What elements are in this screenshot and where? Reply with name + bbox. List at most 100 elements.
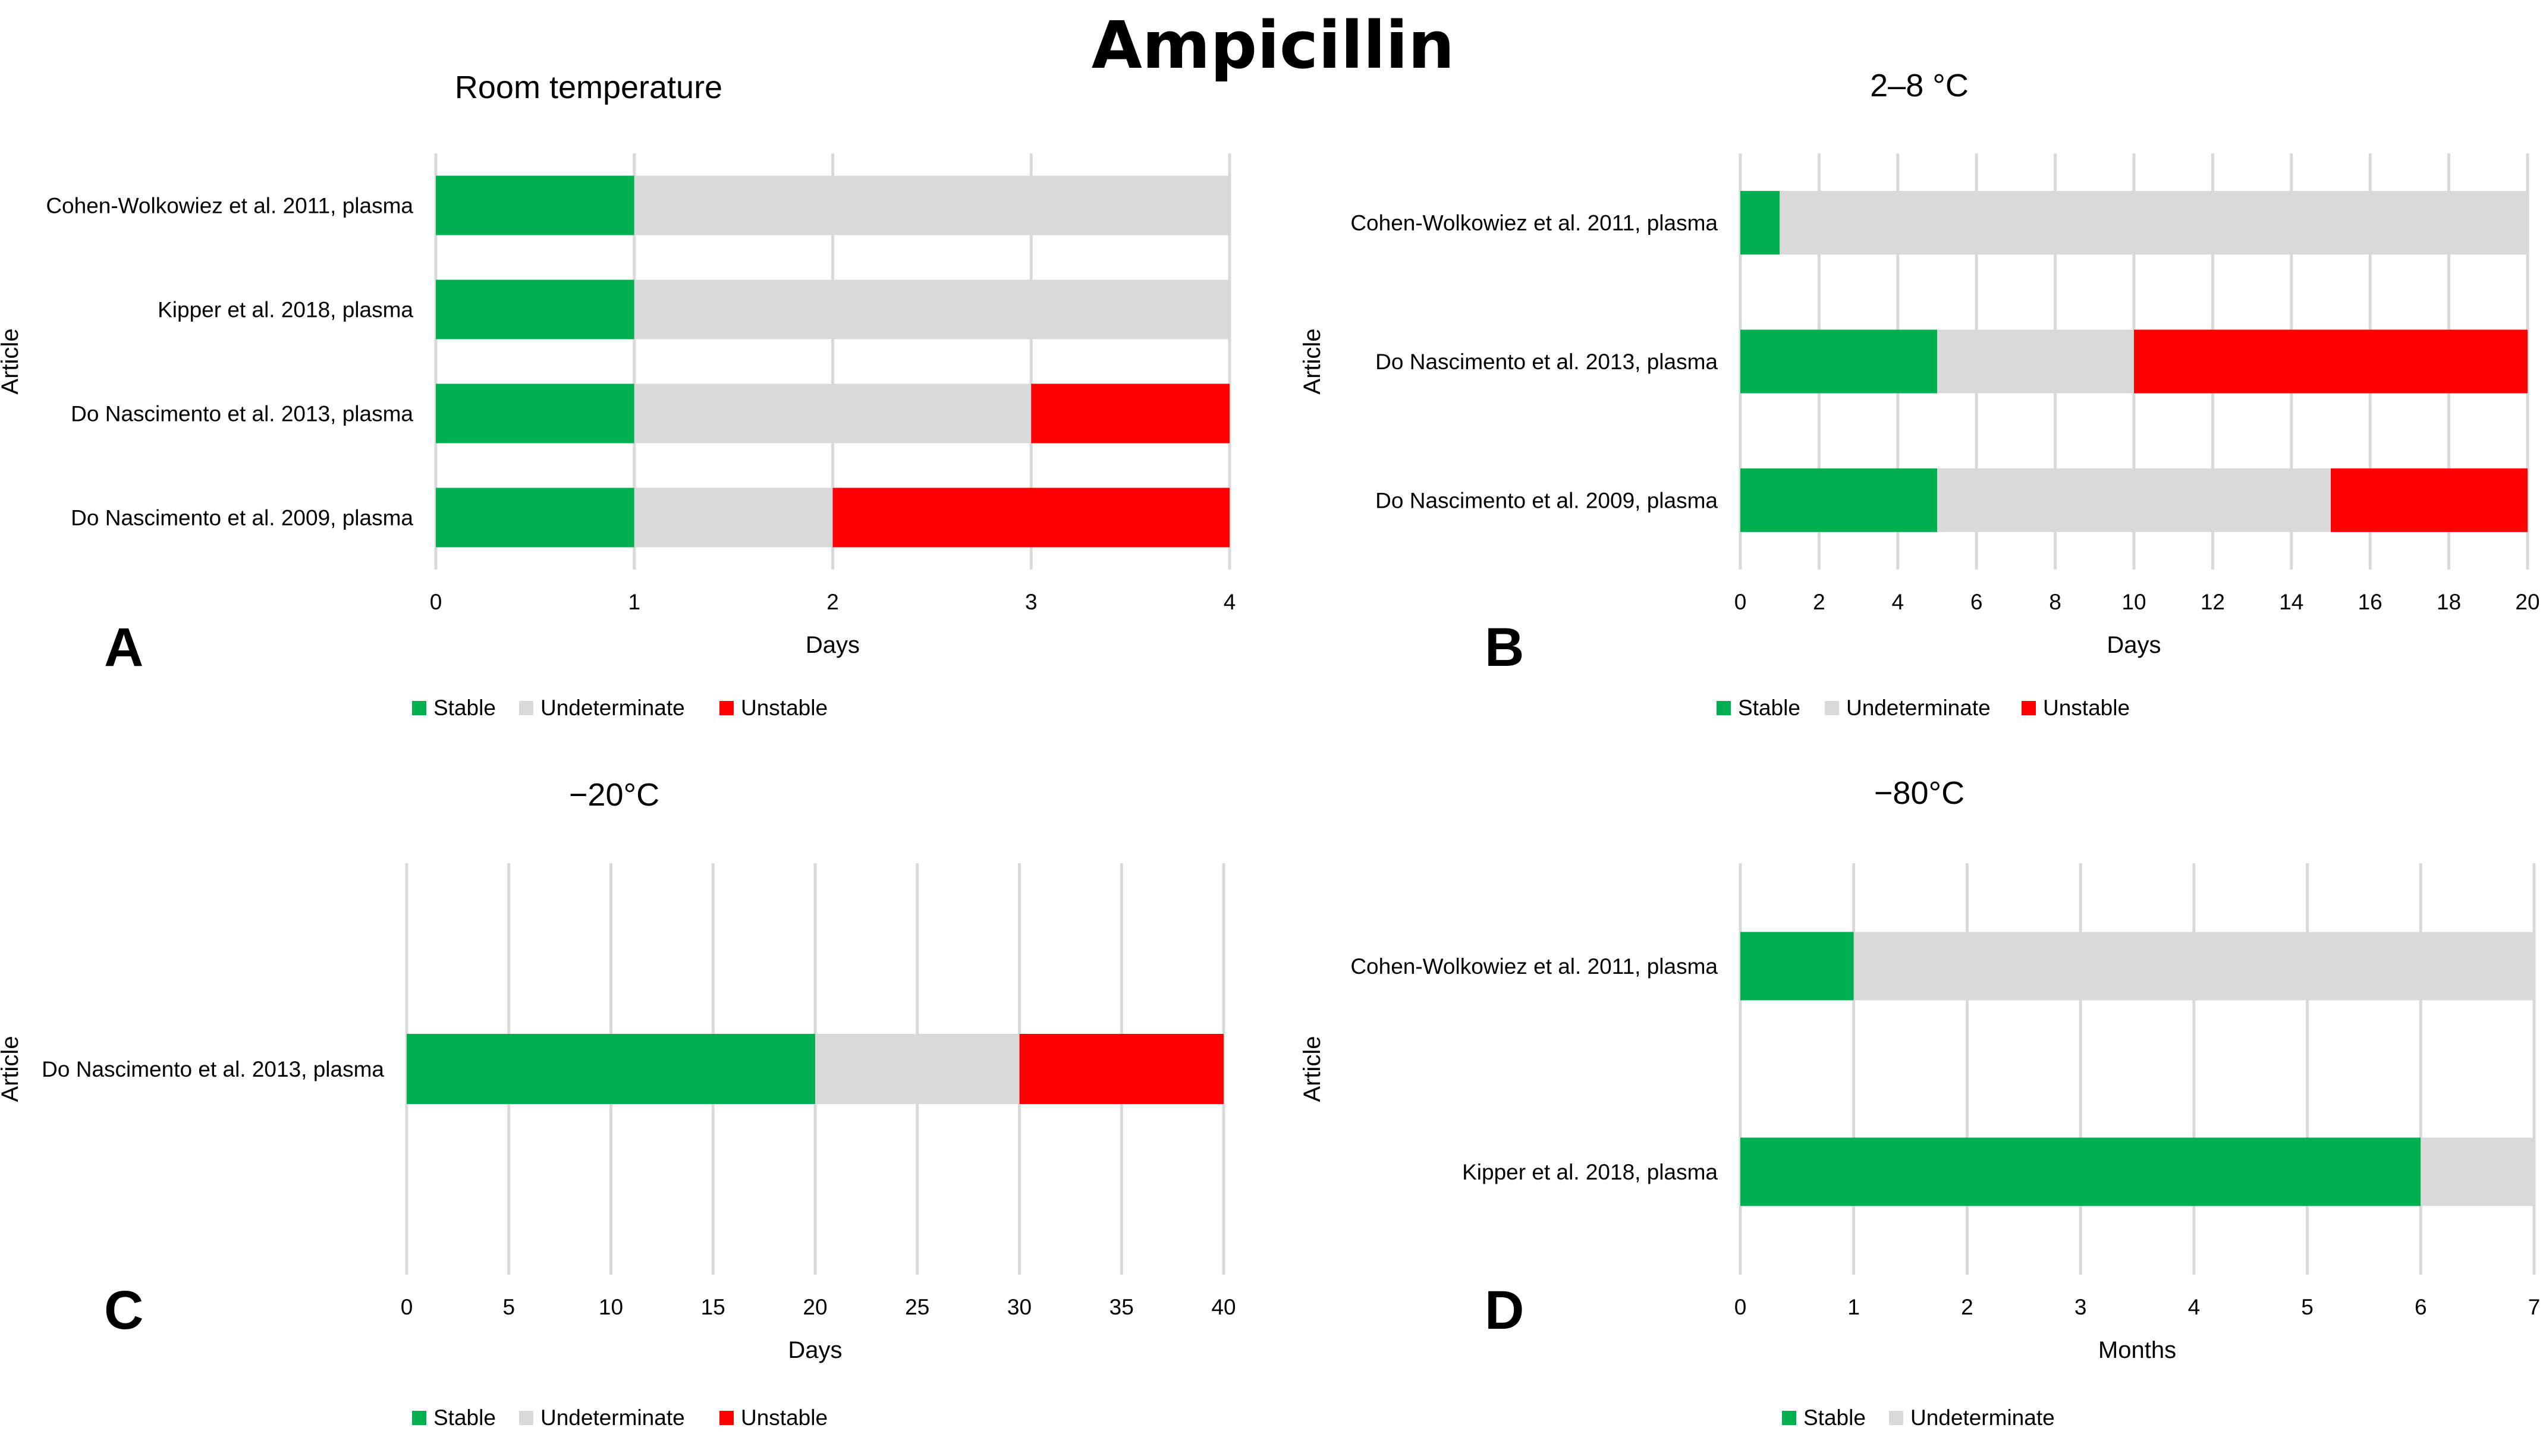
category-label: Cohen-Wolkowiez et al. 2011, plasma <box>1350 954 1718 979</box>
tick-label: 3 <box>2074 1295 2087 1319</box>
bar-undeterminate <box>634 488 833 548</box>
bar-undeterminate <box>634 383 1032 444</box>
category-label: Do Nascimento et al. 2009, plasma <box>71 506 413 530</box>
legend-swatch-undeterminate <box>519 701 533 715</box>
bar-undeterminate <box>2421 1137 2534 1206</box>
tick-label: 15 <box>701 1295 725 1319</box>
tick-label: 6 <box>1970 590 1983 614</box>
panel-letter: B <box>1485 617 1524 678</box>
tick-label: 4 <box>2188 1295 2201 1319</box>
bar-undeterminate <box>1937 329 2134 394</box>
figure-title: Ampicillin <box>1091 7 1455 83</box>
tick-label: 20 <box>2515 590 2539 614</box>
legend-label-unstable: Unstable <box>741 1405 828 1430</box>
panel-subtitle: 2–8 °C <box>1870 68 1969 103</box>
legend-swatch-stable <box>1717 701 1731 715</box>
tick-label: 4 <box>1224 590 1236 614</box>
legend-swatch-stable <box>412 701 426 715</box>
tick-label: 8 <box>2049 590 2061 614</box>
category-label: Do Nascimento et al. 2013, plasma <box>71 402 413 426</box>
x-axis-title: Days <box>806 632 860 658</box>
tick-label: 16 <box>2358 590 2382 614</box>
legend-swatch-unstable <box>719 701 734 715</box>
legend-swatch-undeterminate <box>519 1411 533 1425</box>
legend-label-unstable: Unstable <box>2043 696 2130 720</box>
tick-label: 10 <box>2121 590 2146 614</box>
tick-label: 2 <box>1813 590 1825 614</box>
category-label: Do Nascimento et al. 2009, plasma <box>1375 488 1718 512</box>
bar-stable <box>436 175 634 235</box>
tick-label: 12 <box>2201 590 2225 614</box>
panel-subtitle: −20°C <box>569 777 659 813</box>
bar-unstable <box>1019 1034 1224 1104</box>
tick-label: 7 <box>2528 1295 2541 1319</box>
y-axis-title: Article <box>1299 1036 1325 1102</box>
panel-subtitle: −80°C <box>1874 775 1964 811</box>
category-label: Do Nascimento et al. 2013, plasma <box>1375 350 1718 374</box>
panel-letter: C <box>104 1280 143 1341</box>
tick-label: 0 <box>1734 590 1747 614</box>
tick-label: 6 <box>2415 1295 2427 1319</box>
bar-undeterminate <box>634 175 1230 235</box>
bar-undeterminate <box>815 1034 1020 1104</box>
bar-unstable <box>832 488 1230 548</box>
tick-label: 10 <box>599 1295 623 1319</box>
category-label: Do Nascimento et al. 2013, plasma <box>42 1057 384 1081</box>
tick-label: 5 <box>2301 1295 2314 1319</box>
tick-label: 1 <box>628 590 640 614</box>
legend-label-undeterminate: Undeterminate <box>540 696 685 720</box>
tick-label: 35 <box>1109 1295 1134 1319</box>
panel-a: Cohen-Wolkowiez et al. 2011, plasma Kippe… <box>0 70 1236 720</box>
legend-label-stable: Stable <box>433 696 496 720</box>
bar-stable <box>1740 191 1780 255</box>
tick-label: 2 <box>826 590 839 614</box>
bar-unstable <box>2134 329 2528 394</box>
x-axis-title: Days <box>788 1337 842 1363</box>
tick-label: 25 <box>905 1295 929 1319</box>
tick-label: 1 <box>1847 1295 1860 1319</box>
bar-unstable <box>2331 468 2528 532</box>
tick-label: 30 <box>1007 1295 1032 1319</box>
legend-swatch-stable <box>1782 1411 1796 1425</box>
legend-label-undeterminate: Undeterminate <box>1846 696 1991 720</box>
legend-swatch-stable <box>412 1411 426 1425</box>
bar-undeterminate <box>1853 932 2534 1001</box>
bar-stable <box>436 488 634 548</box>
x-axis-title: Days <box>2107 632 2161 658</box>
panel-b: Cohen-Wolkowiez et al. 2011, plasma Do Na… <box>1299 68 2540 720</box>
bar-undeterminate <box>1780 191 2528 255</box>
bar-stable <box>1740 1137 2421 1206</box>
tick-label: 2 <box>1961 1295 1973 1319</box>
bar-undeterminate <box>1937 468 2331 532</box>
tick-label: 4 <box>1892 590 1904 614</box>
legend-swatch-unstable <box>2022 701 2036 715</box>
bar-stable <box>1740 468 1937 532</box>
legend-label-stable: Stable <box>1803 1405 1866 1430</box>
category-label: Kipper et al. 2018, plasma <box>1462 1160 1718 1184</box>
y-axis-title: Article <box>1299 328 1325 394</box>
legend-label-stable: Stable <box>433 1405 496 1430</box>
y-axis-title: Article <box>0 1036 23 1102</box>
category-label: Kipper et al. 2018, plasma <box>158 298 413 322</box>
tick-label: 0 <box>401 1295 413 1319</box>
legend-label-undeterminate: Undeterminate <box>540 1405 685 1430</box>
panel-d: Cohen-Wolkowiez et al. 2011, plasma Kippe… <box>1299 775 2540 1430</box>
bar-stable <box>436 383 634 444</box>
tick-label: 20 <box>803 1295 827 1319</box>
y-axis-title: Article <box>0 328 23 394</box>
bar-stable <box>1740 932 1854 1001</box>
x-axis-title: Months <box>2098 1337 2176 1363</box>
bar-stable <box>407 1034 815 1104</box>
panel-subtitle: Room temperature <box>455 70 722 105</box>
legend-swatch-undeterminate <box>1889 1411 1903 1425</box>
legend-label-undeterminate: Undeterminate <box>1910 1405 2055 1430</box>
tick-label: 18 <box>2437 590 2461 614</box>
legend-label-unstable: Unstable <box>741 696 828 720</box>
tick-label: 3 <box>1025 590 1038 614</box>
panel-letter: D <box>1485 1280 1524 1341</box>
panel-letter: A <box>104 617 143 678</box>
category-label: Cohen-Wolkowiez et al. 2011, plasma <box>46 194 413 218</box>
tick-label: 14 <box>2279 590 2303 614</box>
tick-label: 5 <box>502 1295 515 1319</box>
bar-stable <box>436 279 634 339</box>
